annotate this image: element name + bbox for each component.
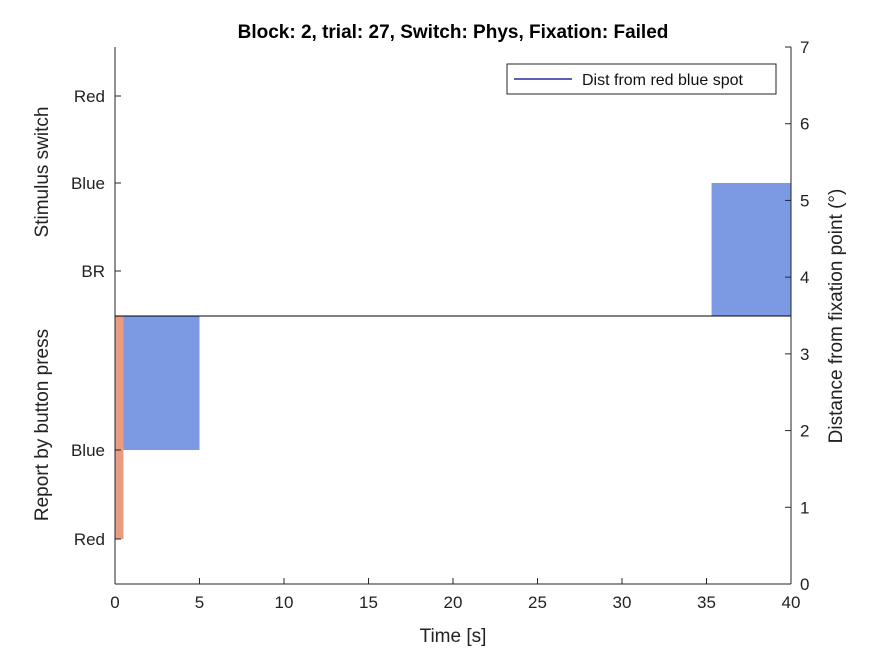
x-tick-label: 40 xyxy=(782,593,801,612)
left-upper-tick-label: Red xyxy=(74,87,105,106)
right-tick-label: 2 xyxy=(800,422,809,441)
right-tick-label: 7 xyxy=(800,38,809,57)
x-tick-label: 15 xyxy=(359,593,378,612)
legend: Dist from red blue spot xyxy=(507,64,776,94)
right-tick-label: 1 xyxy=(800,498,809,517)
button_report-block-0 xyxy=(115,316,123,539)
x-tick-label: 35 xyxy=(697,593,716,612)
left-upper-axis-ticks: Red Blue BR xyxy=(71,87,121,281)
left-lower-axis-ticks: Blue Red xyxy=(71,441,121,549)
x-axis-label: Time [s] xyxy=(420,626,487,647)
left-upper-tick-label: Blue xyxy=(71,174,105,193)
left-upper-tick-label: BR xyxy=(81,262,105,281)
left-lower-axis-label: Report by button press xyxy=(32,329,53,521)
x-tick-label: 20 xyxy=(444,593,463,612)
chart-title: Block: 2, trial: 27, Switch: Phys, Fixat… xyxy=(238,22,669,43)
x-tick-label: 0 xyxy=(110,593,119,612)
x-tick-label: 25 xyxy=(528,593,547,612)
right-tick-label: 4 xyxy=(800,268,809,287)
right-tick-label: 3 xyxy=(800,345,809,364)
legend-entry-label: Dist from red blue spot xyxy=(582,72,744,89)
stimulus_switch-block-0 xyxy=(712,183,791,316)
right-axis-label: Distance from fixation point (°) xyxy=(826,189,847,444)
right-tick-label: 6 xyxy=(800,115,809,134)
x-tick-label: 30 xyxy=(613,593,632,612)
right-tick-label: 5 xyxy=(800,191,809,210)
button_report-block-1 xyxy=(123,316,199,450)
left-lower-tick-label: Blue xyxy=(71,441,105,460)
left-upper-axis-label: Stimulus switch xyxy=(32,107,53,238)
left-lower-tick-label: Red xyxy=(74,530,105,549)
x-tick-label: 10 xyxy=(275,593,294,612)
x-tick-label: 5 xyxy=(195,593,204,612)
right-tick-label: 0 xyxy=(800,575,809,594)
